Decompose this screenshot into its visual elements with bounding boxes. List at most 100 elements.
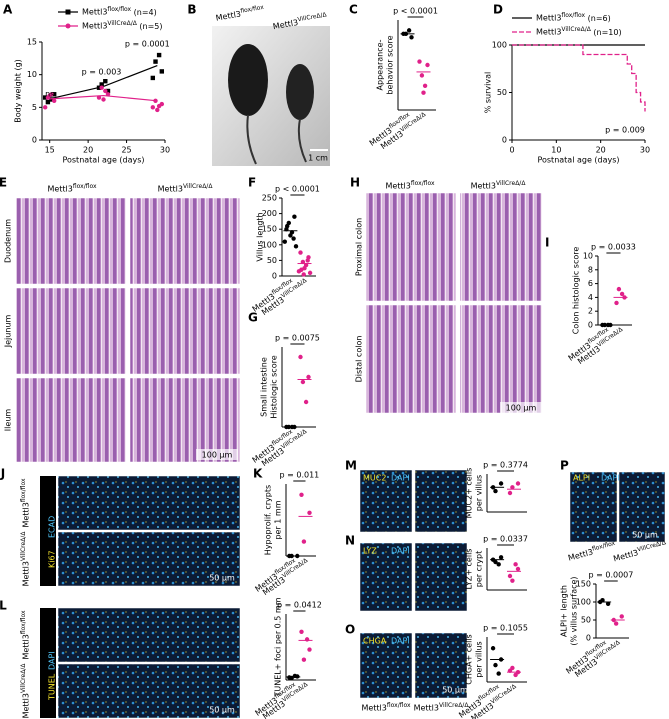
column-label: Mettl3flox/flox xyxy=(385,180,435,191)
data-point xyxy=(515,566,521,572)
p-value: p < 0.0001 xyxy=(393,7,438,16)
data-point xyxy=(498,555,504,560)
y-axis-label: behavior score xyxy=(386,35,395,94)
micrograph xyxy=(15,287,127,375)
legend-label: Mettl3VillCreΔ/Δ (n=10) xyxy=(536,26,622,37)
data-point xyxy=(150,105,156,110)
data-point xyxy=(51,98,57,104)
scale-bg xyxy=(196,449,238,460)
stain-label: CHGA xyxy=(363,637,387,646)
y-axis-label: % survival xyxy=(484,72,493,114)
y-axis-label: MUC2+ cells xyxy=(465,468,474,519)
data-point xyxy=(304,637,310,642)
data-point xyxy=(298,250,303,255)
superscript: VillCreΔ/Δ xyxy=(20,531,27,561)
stain-label: Ki67 xyxy=(48,550,57,568)
y-axis-label: Villus length xyxy=(256,212,265,261)
stain-label: DAPI xyxy=(48,651,57,670)
micrograph xyxy=(129,377,241,463)
y-axis-label: LYZ+ cells xyxy=(465,549,474,590)
micrograph xyxy=(57,475,241,531)
micrograph xyxy=(459,192,543,302)
data-point xyxy=(496,562,501,567)
data-point xyxy=(513,562,518,567)
y-tick-label: 100 xyxy=(492,41,507,50)
superscript: VillCreΔ/Δ xyxy=(107,20,137,27)
y-tick-label: 100 xyxy=(262,240,277,249)
panel-letter: M xyxy=(345,459,357,473)
data-point xyxy=(288,233,293,238)
p-value: p = 0.0337 xyxy=(483,535,528,544)
p-value: p = 0.0075 xyxy=(275,334,320,343)
data-point xyxy=(300,379,306,385)
micrograph xyxy=(414,469,468,533)
genotype-label: Mettl3flox/flox xyxy=(215,3,266,22)
y-tick-label: 250 xyxy=(262,194,277,203)
micrograph xyxy=(359,469,413,533)
superscript: VillCreΔ/Δ xyxy=(297,11,328,23)
superscript: VillCreΔ/Δ xyxy=(439,702,469,709)
tail xyxy=(246,114,257,165)
data-point xyxy=(301,539,307,544)
data-point xyxy=(153,98,158,104)
data-point xyxy=(493,488,498,494)
legend-label: Mettl3flox/flox (n=6) xyxy=(536,12,611,23)
row-label: Mettl3flox/flox xyxy=(20,478,31,528)
x-tick-label: 25 xyxy=(121,146,131,155)
data-point xyxy=(493,559,498,565)
text-rest: (n=4) xyxy=(131,8,157,17)
panel-letter: E xyxy=(0,176,7,190)
data-point xyxy=(510,665,515,671)
y-tick-label: 0 xyxy=(32,136,37,145)
data-point xyxy=(301,272,306,277)
y-axis-label: CHGA+ cells xyxy=(465,634,474,684)
survival-line xyxy=(512,44,646,112)
stain-label: ECAD xyxy=(48,516,57,538)
genotype-label: Mettl3VillCreΔ/Δ xyxy=(414,702,470,713)
micrograph xyxy=(359,632,413,699)
y-tick-label: 0 xyxy=(586,634,591,643)
data-point xyxy=(417,59,422,64)
data-point xyxy=(419,73,425,78)
data-point xyxy=(292,214,297,219)
scale-label: 50 μm xyxy=(209,706,235,715)
data-point xyxy=(619,614,624,619)
micrograph xyxy=(129,287,241,375)
y-tick-label: 150 xyxy=(262,225,277,234)
stain-label: DAPI xyxy=(601,474,620,483)
superscript: VillCreΔ/Δ xyxy=(561,26,591,33)
y-axis-label: TUNEL+ foci per 0.5 mm xyxy=(274,597,283,697)
x-tick-label: 30 xyxy=(160,146,170,155)
row-label: Mettl3VillCreΔ/Δ xyxy=(20,531,31,587)
data-point xyxy=(510,578,515,583)
data-point xyxy=(99,82,104,87)
data-point xyxy=(305,258,310,263)
micrograph xyxy=(365,304,457,414)
p-value: p = 0.3774 xyxy=(483,461,528,470)
data-point xyxy=(616,286,622,292)
panel-letter: H xyxy=(350,176,360,190)
data-point xyxy=(51,92,57,97)
column-label: Mettl3VillCreΔ/Δ xyxy=(471,180,527,191)
data-point xyxy=(306,374,311,380)
data-point xyxy=(150,75,156,81)
data-point xyxy=(101,97,106,102)
data-point xyxy=(493,662,498,668)
data-point xyxy=(299,629,304,634)
data-point xyxy=(605,601,611,606)
row-label: Mettl3flox/flox xyxy=(20,610,31,660)
data-point xyxy=(96,95,102,100)
y-tick-label: 0 xyxy=(272,272,277,281)
panel-letter: D xyxy=(493,3,503,17)
micrograph xyxy=(57,531,241,587)
p-value: p = 0.0007 xyxy=(589,571,634,580)
panel-letter: K xyxy=(253,467,263,481)
panel-letter: J xyxy=(0,467,5,481)
data-point xyxy=(307,270,313,276)
data-point xyxy=(153,59,158,64)
stain-strip xyxy=(40,608,56,718)
annotation: p = 0.0001 xyxy=(125,40,170,49)
data-point xyxy=(422,83,428,88)
data-point xyxy=(496,671,501,676)
